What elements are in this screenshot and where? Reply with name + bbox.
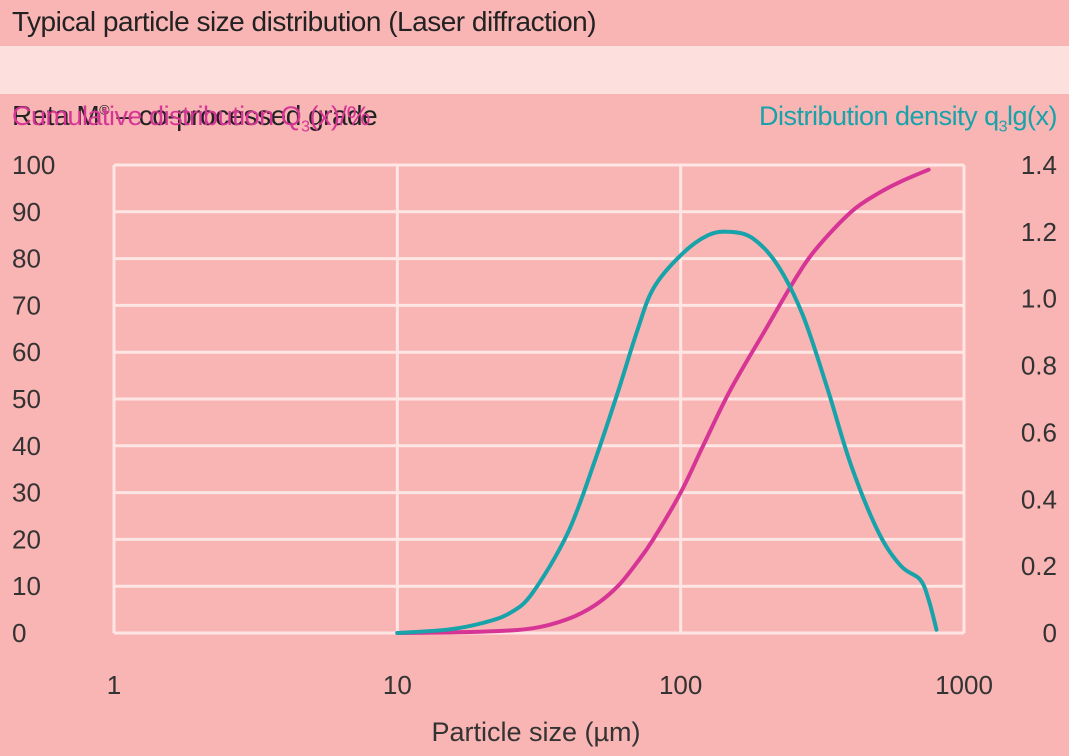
subtitle-bar: Reta M® – co-processed grade [0, 46, 1069, 131]
y-left-tick-label: 90 [12, 197, 41, 227]
y-left-axis-label: Cumulative distribution Q3(x)/% [12, 101, 371, 136]
y-left-tick-label: 40 [12, 431, 41, 461]
y-left-tick-label: 0 [12, 618, 26, 648]
distribution-density-line [395, 229, 939, 635]
chart-subtitle: Reta M® – co-processed grade [12, 100, 378, 131]
y-left-tick-label: 30 [12, 478, 41, 508]
x-tick-label: 100 [659, 670, 702, 700]
y-right-tick-label: 0.4 [1021, 484, 1057, 514]
x-tick-label: 1 [107, 670, 121, 700]
y-right-tick-label: 1.2 [1021, 217, 1057, 247]
x-axis-label: Particle size (µm) [431, 717, 640, 747]
y-right-tick-label: 1.4 [1021, 150, 1057, 180]
title-bar: Typical particle size distribution (Lase… [0, 0, 1069, 46]
y-right-tick-label: 1.0 [1021, 284, 1057, 314]
y-left-tick-label: 80 [12, 244, 41, 274]
y-right-tick-label: 0.2 [1021, 551, 1057, 581]
y-right-tick-label: 0.6 [1021, 417, 1057, 447]
x-tick-label: 10 [383, 670, 412, 700]
y-left-tick-label: 10 [12, 571, 41, 601]
y-left-tick-label: 50 [12, 384, 41, 414]
cumulative-distribution-line [395, 167, 931, 635]
chart-title: Typical particle size distribution (Lase… [12, 6, 597, 37]
y-left-tick-label: 60 [12, 337, 41, 367]
y-right-axis-label: Distribution density q3lg(x) [758, 101, 1058, 136]
y-left-tick-label: 20 [12, 524, 41, 554]
x-tick-label: 1000 [935, 670, 993, 700]
y-left-tick-label: 100 [12, 150, 55, 180]
y-left-tick-label: 70 [12, 290, 41, 320]
y-right-tick-label: 0 [1043, 618, 1057, 648]
y-right-tick-label: 0.8 [1021, 351, 1057, 381]
